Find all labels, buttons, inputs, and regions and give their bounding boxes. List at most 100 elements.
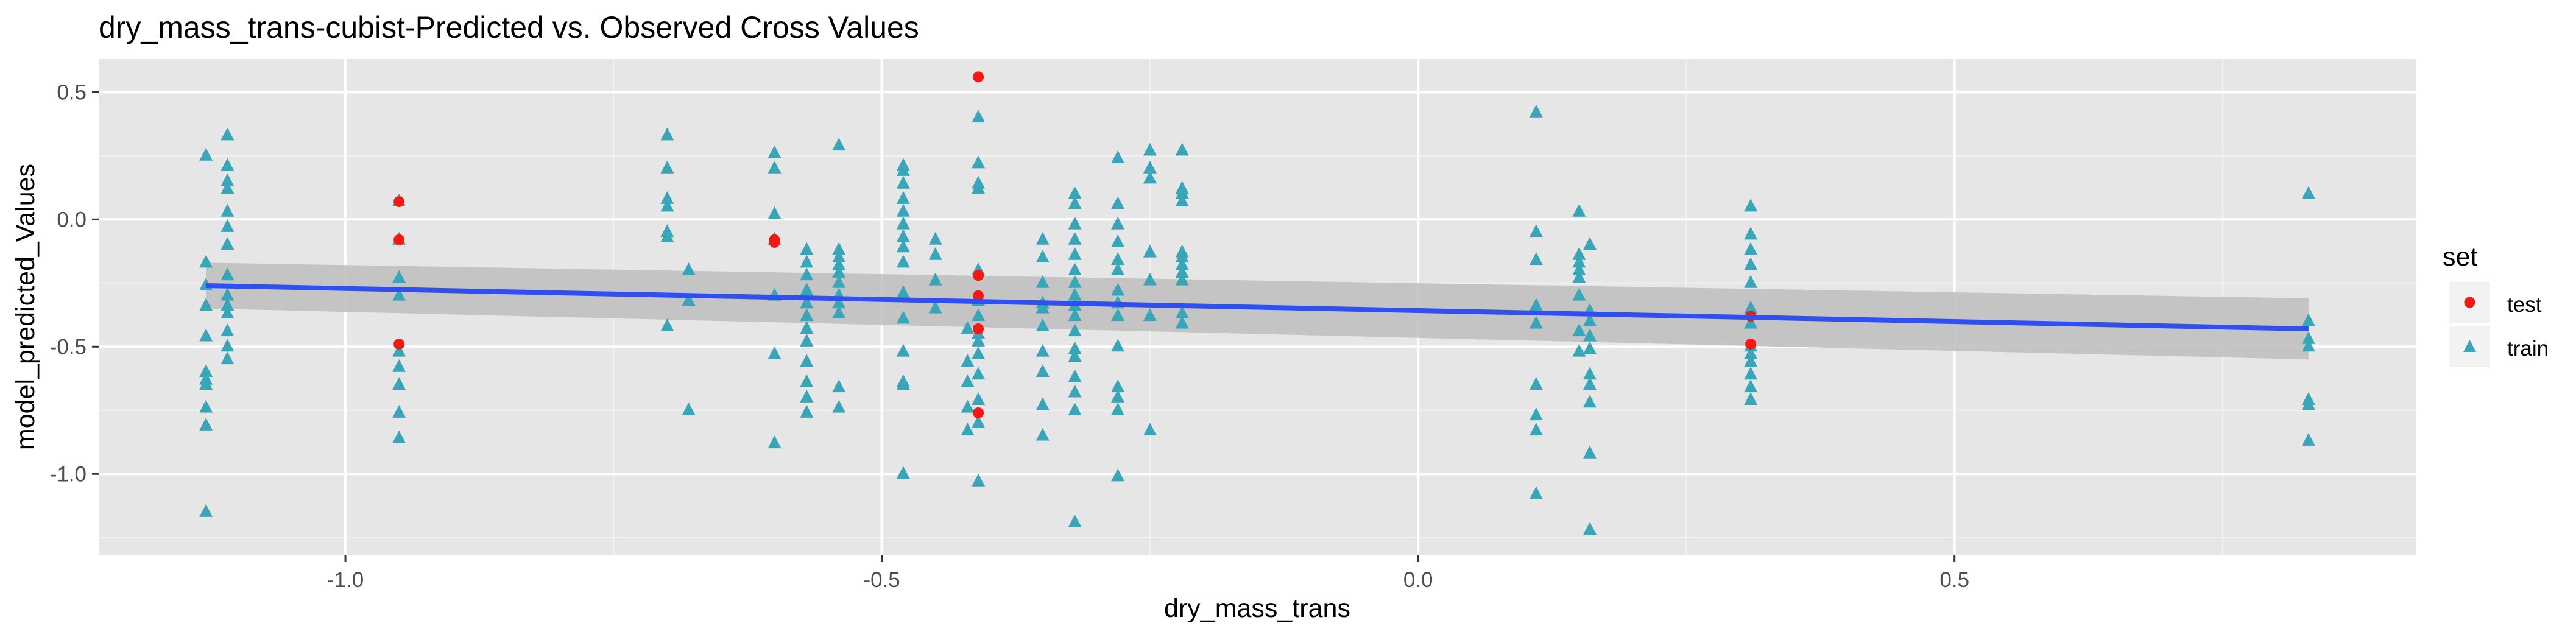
data-point-train (1036, 397, 1050, 410)
data-point-test (393, 196, 405, 208)
data-point-train (221, 203, 235, 217)
data-point-train (2301, 331, 2315, 344)
data-point-train (1744, 346, 1758, 359)
data-point-train (1583, 341, 1597, 354)
y-tick-label: -0.5 (50, 335, 86, 359)
data-point-train (660, 160, 674, 174)
data-point-train (928, 300, 942, 314)
data-point-train (660, 229, 674, 242)
data-point-train (221, 267, 235, 281)
data-point-train (1143, 171, 1157, 184)
data-point-train (800, 283, 814, 296)
data-point-train (660, 318, 674, 331)
x-axis: -1.0 -0.5 0.0 0.5 (327, 555, 1969, 592)
data-point-train (768, 206, 782, 219)
chart-title: dry_mass_trans-cubist-Predicted vs. Obse… (99, 10, 919, 44)
data-point-train (1744, 242, 1758, 255)
data-point-train (199, 298, 213, 311)
data-point-train (896, 175, 910, 189)
data-point-train (768, 346, 782, 359)
data-point-train (800, 295, 814, 309)
y-tick-label: 0.0 (57, 208, 86, 231)
data-point-train (1111, 150, 1125, 163)
data-point-train (972, 308, 986, 322)
data-point-train (1111, 379, 1125, 393)
data-point-train (392, 359, 406, 372)
data-point-train (1744, 315, 1758, 329)
data-point-train (392, 287, 406, 301)
data-point-train (1068, 341, 1082, 354)
data-point-train (896, 343, 910, 357)
data-point-train (1111, 283, 1125, 296)
data-point-train (1143, 143, 1157, 156)
data-point-train (1111, 339, 1125, 352)
data-point-train (660, 199, 674, 212)
data-point-test (1745, 339, 1757, 350)
data-point-train (221, 323, 235, 337)
data-point-train (221, 158, 235, 171)
data-point-train (1175, 257, 1189, 270)
data-point-train (1744, 227, 1758, 240)
data-point-train (832, 138, 846, 151)
data-point-train (221, 339, 235, 352)
data-point-train (1111, 308, 1125, 322)
data-point-train (896, 203, 910, 217)
data-point-train (2301, 186, 2315, 199)
data-point-train (972, 367, 986, 380)
data-point-train (1529, 315, 1543, 329)
data-point-train (1572, 262, 1586, 275)
data-point-train (800, 308, 814, 322)
data-point-train (1583, 445, 1597, 459)
data-point-train (972, 110, 986, 123)
data-point-train (392, 343, 406, 357)
data-point-train (961, 423, 975, 436)
data-point-train (199, 328, 213, 342)
data-point-train (1572, 343, 1586, 357)
data-point-train (1068, 231, 1082, 245)
legend-title: set (2443, 242, 2477, 272)
data-point-train (1036, 300, 1050, 314)
data-point-train (972, 346, 986, 359)
data-point-train (392, 376, 406, 390)
data-point-train (1529, 252, 1543, 266)
data-point-train (896, 229, 910, 242)
data-point-train (832, 305, 846, 318)
data-point-test (973, 323, 984, 335)
data-point-train (1175, 265, 1189, 278)
data-point-train (392, 270, 406, 283)
data-point-test (973, 407, 984, 418)
x-tick-label: -1.0 (327, 568, 364, 592)
data-point-train (1175, 315, 1189, 329)
data-point-train (800, 242, 814, 255)
data-point-train (1068, 402, 1082, 415)
data-point-train (1111, 234, 1125, 247)
data-point-train (1744, 257, 1758, 270)
data-point-test (973, 270, 984, 281)
data-point-train (1036, 231, 1050, 245)
data-point-train (199, 255, 213, 268)
data-point-train (221, 219, 235, 232)
data-point-train (1744, 300, 1758, 314)
data-point-train (768, 160, 782, 174)
data-point-train (1111, 252, 1125, 266)
data-point-train (1175, 305, 1189, 318)
data-point-train (800, 321, 814, 334)
data-point-train (800, 374, 814, 387)
data-point-train (1175, 186, 1189, 199)
data-point-train (221, 298, 235, 311)
data-point-train (1175, 194, 1189, 207)
data-point-train (1068, 186, 1082, 199)
data-point-train (896, 376, 910, 390)
data-point-train (1572, 255, 1586, 268)
data-point-train (1068, 275, 1082, 288)
data-point-train (660, 127, 674, 141)
data-point-train (682, 402, 696, 415)
data-point-train (1068, 323, 1082, 337)
data-point-train (961, 399, 975, 413)
data-point-train (1744, 199, 1758, 212)
data-point-train (896, 311, 910, 324)
data-point-train (1111, 216, 1125, 230)
data-point-train (199, 364, 213, 378)
data-point-train (1111, 262, 1125, 275)
